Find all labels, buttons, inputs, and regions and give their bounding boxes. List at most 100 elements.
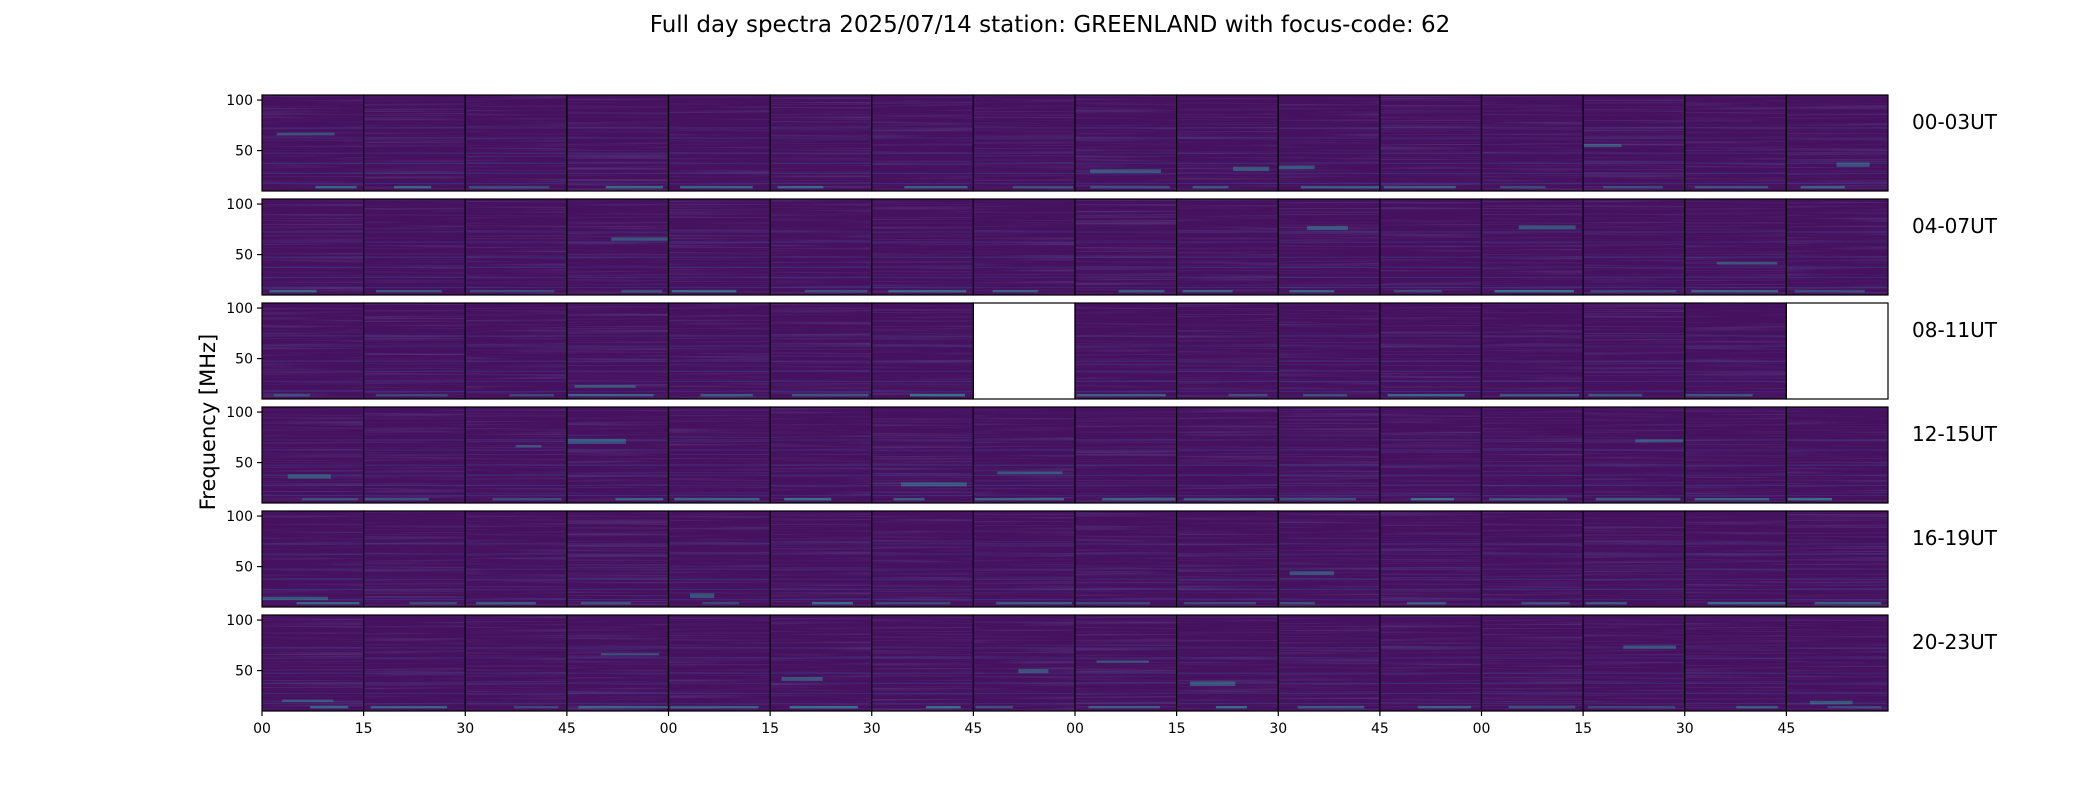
spectrum-panel	[1379, 614, 1483, 712]
spectrum-panel	[1379, 94, 1483, 192]
spectrum-panel	[1582, 406, 1686, 504]
spectrum-panel	[1480, 302, 1584, 400]
x-tick-label: 30	[863, 721, 881, 737]
spectrum-panel	[1074, 510, 1178, 608]
spectrum-panel	[1480, 614, 1584, 712]
spectrum-panel	[464, 198, 568, 296]
spectrum-panel	[871, 302, 974, 400]
spectrum-panel	[667, 94, 771, 192]
row-time-label: 20-23UT	[1912, 630, 1998, 654]
spectrum-panel	[1785, 406, 1889, 504]
spectrum-panel	[972, 198, 1076, 296]
spectrum-panel	[1684, 406, 1787, 504]
x-tick-label: 45	[1777, 721, 1795, 737]
spectrum-panel	[1480, 510, 1584, 608]
spectrum-panel	[1785, 94, 1889, 192]
y-tick-label: 50	[235, 560, 253, 576]
y-tick-label: 50	[235, 248, 253, 264]
spectrum-panel	[1379, 302, 1483, 400]
spectrum-panel	[566, 406, 670, 504]
x-tick-label: 30	[1676, 721, 1694, 737]
spectrum-panel	[1785, 510, 1889, 608]
spectrum-panel	[363, 198, 466, 296]
panels-layer	[261, 94, 1889, 712]
spectrum-panel	[1277, 302, 1381, 400]
spectrum-panel	[1277, 510, 1381, 608]
y-tick-label: 100	[226, 93, 253, 109]
spectrum-panel	[871, 198, 974, 296]
x-tick-label: 00	[253, 721, 271, 737]
row-time-label: 00-03UT	[1912, 110, 1998, 134]
x-tick-label: 15	[761, 721, 779, 737]
y-tick-label: 50	[235, 144, 253, 160]
spectrum-panel	[871, 406, 974, 504]
row-time-label: 08-11UT	[1912, 318, 1998, 342]
spectrum-panel	[1074, 94, 1178, 192]
spectrum-panel	[261, 94, 365, 192]
spectrum-panel	[769, 94, 873, 192]
spectrum-panel	[566, 198, 670, 296]
spectrum-panel	[1684, 614, 1787, 712]
spectrum-panel	[464, 94, 568, 192]
row-time-label: 16-19UT	[1912, 526, 1998, 550]
spectrum-panel	[769, 198, 873, 296]
x-tick-label: 00	[660, 721, 678, 737]
spectrum-panel	[1480, 198, 1584, 296]
spectrum-panel	[871, 614, 974, 712]
spectrum-panel	[566, 302, 670, 400]
spectrum-panel	[1582, 510, 1686, 608]
spectrum-panel	[1074, 302, 1178, 400]
spectrum-panel	[1480, 406, 1584, 504]
spectrum-panel	[769, 302, 873, 400]
spectrum-panel	[261, 614, 365, 712]
spectrum-panel	[1684, 94, 1787, 192]
y-tick-label: 100	[226, 301, 253, 317]
spectrum-panel	[261, 510, 365, 608]
x-tick-label: 15	[1168, 721, 1186, 737]
x-tick-label: 15	[355, 721, 373, 737]
spectrum-panel	[667, 406, 771, 504]
spectrum-panel	[1379, 510, 1483, 608]
y-tick-label: 100	[226, 197, 253, 213]
spectrum-panel	[1277, 614, 1381, 712]
spectrum-panel	[1582, 614, 1686, 712]
x-tick-label: 15	[1574, 721, 1592, 737]
row-time-label: 04-07UT	[1912, 214, 1998, 238]
spectrum-panel	[464, 614, 568, 712]
spectrum-panel	[769, 406, 873, 504]
spectrum-panel	[1684, 302, 1787, 400]
spectrum-panel	[1176, 198, 1279, 296]
spectrum-panel	[1277, 406, 1381, 504]
spectrum-panel	[363, 302, 466, 400]
x-tick-label: 30	[456, 721, 474, 737]
spectrum-panel	[972, 510, 1076, 608]
spectrum-panel	[363, 406, 466, 504]
y-tick-label: 100	[226, 613, 253, 629]
spectrum-panel	[261, 406, 365, 504]
spectrum-panel	[1480, 94, 1584, 192]
spectrum-panel	[1684, 510, 1787, 608]
spectrum-panel	[667, 614, 771, 712]
spectrum-panel	[1176, 614, 1279, 712]
spectrum-panel	[972, 94, 1076, 192]
spectrum-panel	[1176, 302, 1279, 400]
y-tick-label: 50	[235, 352, 253, 368]
x-tick-label: 30	[1269, 721, 1287, 737]
spectrum-panel	[1785, 302, 1889, 400]
spectrum-panel	[363, 94, 466, 192]
spectrum-panel	[667, 302, 771, 400]
spectrum-panel	[1379, 406, 1483, 504]
spectrum-panel	[566, 94, 670, 192]
x-tick-label: 45	[964, 721, 982, 737]
spectrum-panel	[871, 94, 974, 192]
chart-title: Full day spectra 2025/07/14 station: GRE…	[649, 12, 1451, 38]
spectrum-panel	[363, 614, 466, 712]
spectrum-panel	[1785, 198, 1889, 296]
spectrum-panel	[1176, 406, 1279, 504]
spectrum-panel	[1582, 198, 1686, 296]
spectrum-panel	[363, 510, 466, 608]
row-time-label: 12-15UT	[1912, 422, 1998, 446]
y-tick-label: 100	[226, 509, 253, 525]
